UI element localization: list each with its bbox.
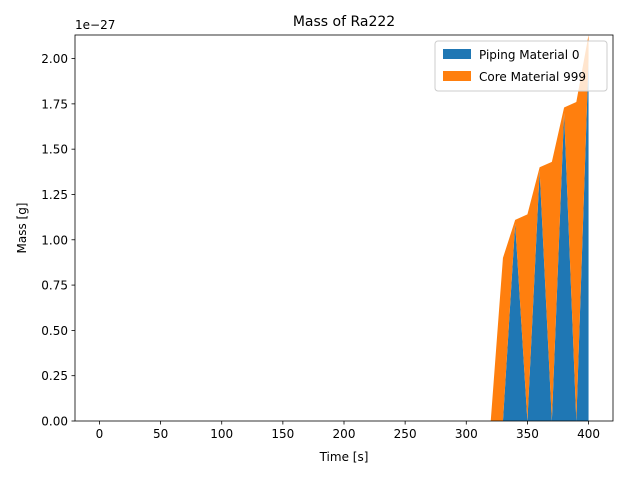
x-tick-label: 150 (271, 427, 294, 441)
y-axis-label: Mass [g] (15, 202, 29, 253)
x-tick-label: 400 (577, 427, 600, 441)
legend-swatch (443, 71, 471, 81)
legend: Piping Material 0 Core Material 999 (434, 40, 608, 92)
y-tick-label: 1.00 (41, 233, 68, 247)
x-axis-label: Time [s] (319, 450, 369, 464)
x-axis-ticks: 0 50 100 150 200 250 300 350 400 (96, 421, 600, 441)
y-tick-label: 1.25 (41, 188, 68, 202)
x-tick-label: 100 (210, 427, 233, 441)
y-tick-label: 0.25 (41, 369, 68, 383)
y-tick-label: 2.00 (41, 52, 68, 66)
y-tick-label: 0.00 (41, 415, 68, 429)
legend-entry: Core Material 999 (479, 70, 586, 84)
area-series-0 (99, 58, 589, 422)
x-tick-label: 250 (394, 427, 417, 441)
y-tick-label: 1.75 (41, 97, 68, 111)
legend-entry: Piping Material 0 (479, 48, 580, 62)
y-axis-ticks: 0.00 0.25 0.50 0.75 1.00 1.25 1.50 1.75 2.00 (41, 52, 75, 429)
y-tick-label: 0.75 (41, 279, 68, 293)
x-tick-label: 200 (333, 427, 356, 441)
x-tick-label: 350 (516, 427, 539, 441)
area-layers (99, 35, 589, 422)
x-tick-label: 50 (153, 427, 168, 441)
y-tick-label: 0.50 (41, 324, 68, 338)
legend-swatch (443, 49, 471, 59)
x-tick-label: 300 (455, 427, 478, 441)
y-offset-text: 1e−27 (75, 18, 115, 32)
legend-box (434, 40, 608, 92)
chart-title: Mass of Ra222 (293, 14, 395, 30)
y-tick-label: 1.50 (41, 143, 68, 157)
x-tick-label: 0 (96, 427, 104, 441)
